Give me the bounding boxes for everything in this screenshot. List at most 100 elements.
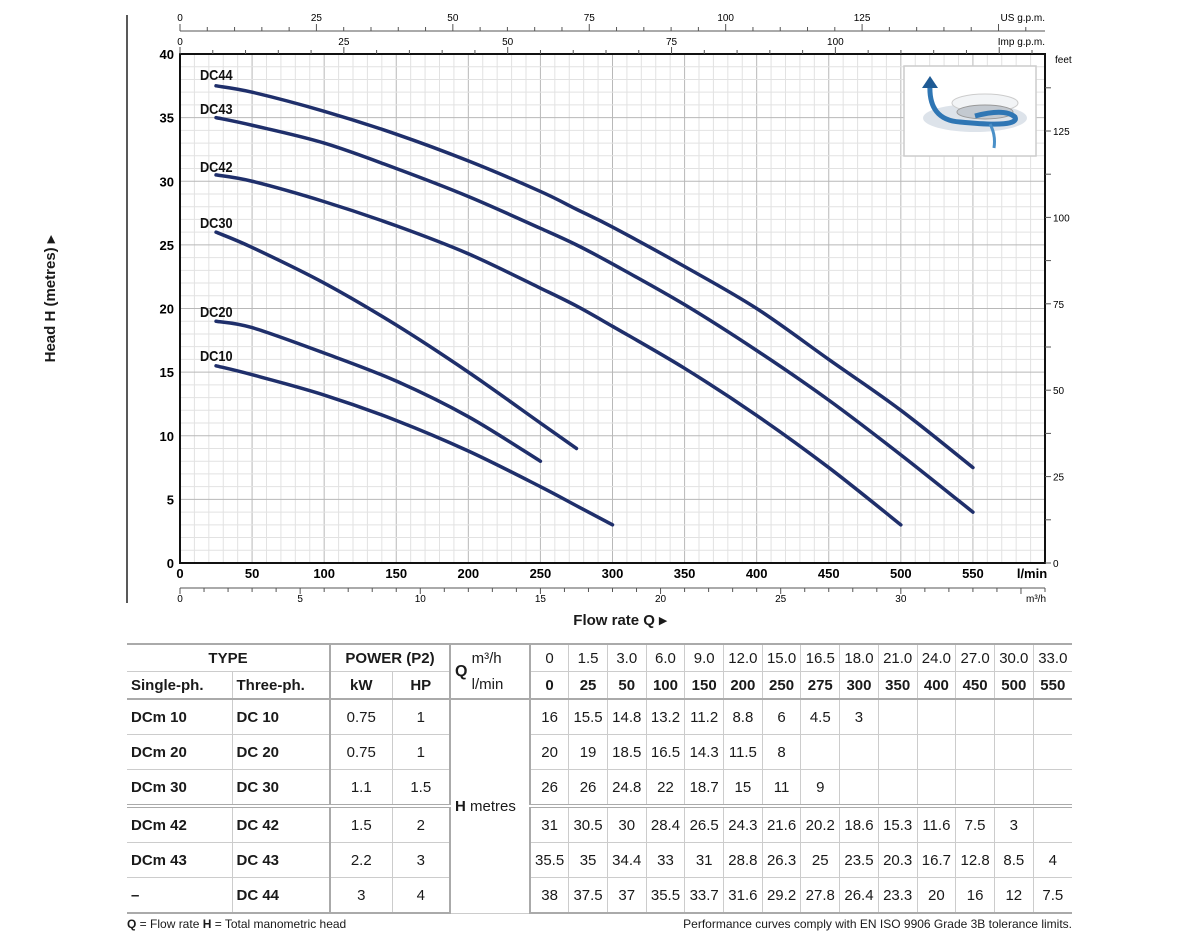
x-tick-label: 100 xyxy=(313,566,335,581)
m3h-tick-label: 5 xyxy=(297,594,303,605)
head-value: 20 xyxy=(916,877,957,914)
head-value: 7.5 xyxy=(1032,877,1072,914)
x-axis-title: Flow rate Q ▸ xyxy=(573,612,667,629)
feet-tick-label: 50 xyxy=(1053,386,1065,397)
curve-dc42 xyxy=(214,173,903,527)
m3h-value: 15.0 xyxy=(761,643,802,672)
head-value: 35 xyxy=(568,842,608,878)
m3h-value: 12.0 xyxy=(723,643,763,672)
head-value xyxy=(993,769,1034,807)
head-value xyxy=(839,769,879,807)
m3h-value: 30.0 xyxy=(993,643,1034,672)
pump-icon xyxy=(903,65,1037,157)
head-value: 34.4 xyxy=(606,842,647,878)
head-value: 18.5 xyxy=(606,734,647,770)
three-ph-model: DC 10 xyxy=(231,698,331,735)
three-ph-model: DC 44 xyxy=(231,877,331,914)
y-tick-label: 15 xyxy=(160,365,174,380)
imp-gpm-unit-label: Imp g.p.m. xyxy=(998,37,1045,48)
us-gpm-tick-label: 125 xyxy=(854,13,871,24)
kw-header: kW xyxy=(329,671,393,700)
table-row: DCm 20 DC 20 0.75 1 20 19 18.5 16.5 14.3 11.5 8 xyxy=(127,734,1072,770)
head-value: 31 xyxy=(684,842,725,878)
head-value xyxy=(1032,769,1072,807)
power-kw: 1.5 xyxy=(329,804,393,843)
head-value: 8.5 xyxy=(993,842,1034,878)
head-value: 20.2 xyxy=(800,804,841,843)
single-ph-model: DCm 30 xyxy=(127,769,233,807)
head-value: 26 xyxy=(568,769,608,807)
head-value: 16.7 xyxy=(916,842,957,878)
imp-gpm-tick-label: 50 xyxy=(502,37,514,48)
m3h-tick-label: 25 xyxy=(775,594,787,605)
head-value: 3 xyxy=(993,804,1034,843)
head-value: 8 xyxy=(761,734,802,770)
power-kw: 0.75 xyxy=(329,698,393,735)
single-ph-header: Single-ph. xyxy=(127,671,233,700)
head-value: 23.3 xyxy=(877,877,918,914)
head-value: 18.7 xyxy=(684,769,725,807)
head-value: 35.5 xyxy=(529,842,570,878)
head-value: 7.5 xyxy=(955,804,995,843)
y-tick-label: 40 xyxy=(160,47,174,62)
feet-tick-label: 25 xyxy=(1053,473,1065,484)
head-value: 15.3 xyxy=(877,804,918,843)
m3h-value: 3.0 xyxy=(606,643,647,672)
head-value: 24.3 xyxy=(723,804,763,843)
x-tick-label: 500 xyxy=(890,566,912,581)
head-value xyxy=(1032,734,1072,770)
feet-tick-label: 100 xyxy=(1053,213,1070,224)
lmin-value: 275 xyxy=(800,671,841,700)
power-hp: 3 xyxy=(391,842,451,878)
x-tick-label: 150 xyxy=(385,566,407,581)
footnote-tolerance: Performance curves comply with EN ISO 99… xyxy=(683,917,1072,931)
m3h-tick-label: 15 xyxy=(535,594,547,605)
y-tick-label: 30 xyxy=(160,174,174,189)
m3h-value: 9.0 xyxy=(684,643,725,672)
lmin-value: 250 xyxy=(761,671,802,700)
curve-dc10 xyxy=(214,364,615,527)
table-row: DCm 30 DC 30 1.1 1.5 26 26 24.8 22 18.7 15 11 9 xyxy=(127,769,1072,807)
head-value xyxy=(993,698,1034,735)
three-ph-model: DC 43 xyxy=(231,842,331,878)
m3h-value: 33.0 xyxy=(1032,643,1072,672)
m3h-unit-label: m³/h xyxy=(1026,594,1046,605)
head-value: 38 xyxy=(529,877,570,914)
x-tick-label: 200 xyxy=(457,566,479,581)
x-tick-label: 550 xyxy=(962,566,984,581)
head-value xyxy=(839,734,879,770)
curve-dc43 xyxy=(214,115,975,514)
head-value xyxy=(1032,804,1072,843)
three-ph-model: DC 30 xyxy=(231,769,331,807)
power-hp: 1.5 xyxy=(391,769,451,807)
m3h-value: 21.0 xyxy=(877,643,918,672)
head-value: 33 xyxy=(645,842,686,878)
head-value: 37 xyxy=(606,877,647,914)
head-value: 14.8 xyxy=(606,698,647,735)
head-value xyxy=(1032,698,1072,735)
head-value: 8.8 xyxy=(723,698,763,735)
single-ph-model: DCm 43 xyxy=(127,842,233,878)
head-value: 15 xyxy=(723,769,763,807)
head-value: 23.5 xyxy=(839,842,879,878)
m3h-value: 1.5 xyxy=(568,643,608,672)
curve-label-dc30: DC30 xyxy=(200,214,233,231)
head-value xyxy=(955,769,995,807)
m3h-tick-label: 20 xyxy=(655,594,667,605)
power-hp: 1 xyxy=(391,698,451,735)
head-value: 11.2 xyxy=(684,698,725,735)
q-unit-header: Q m³/h l/min xyxy=(449,643,531,700)
head-value: 26.4 xyxy=(839,877,879,914)
table-row: DCm 10 DC 10 0.75 1 H metres 16 15.5 14.8 13.2 11… xyxy=(127,698,1072,914)
single-ph-model: DCm 20 xyxy=(127,734,233,770)
hp-header: HP xyxy=(391,671,451,700)
x-tick-label: 50 xyxy=(245,566,259,581)
curve-dc44 xyxy=(214,84,975,470)
us-gpm-unit-label: US g.p.m. xyxy=(1001,13,1045,24)
head-value: 6 xyxy=(761,698,802,735)
head-value: 14.3 xyxy=(684,734,725,770)
y-tick-label: 20 xyxy=(160,302,174,317)
lmin-value: 150 xyxy=(684,671,725,700)
head-value xyxy=(993,734,1034,770)
lmin-value: 500 xyxy=(993,671,1034,700)
